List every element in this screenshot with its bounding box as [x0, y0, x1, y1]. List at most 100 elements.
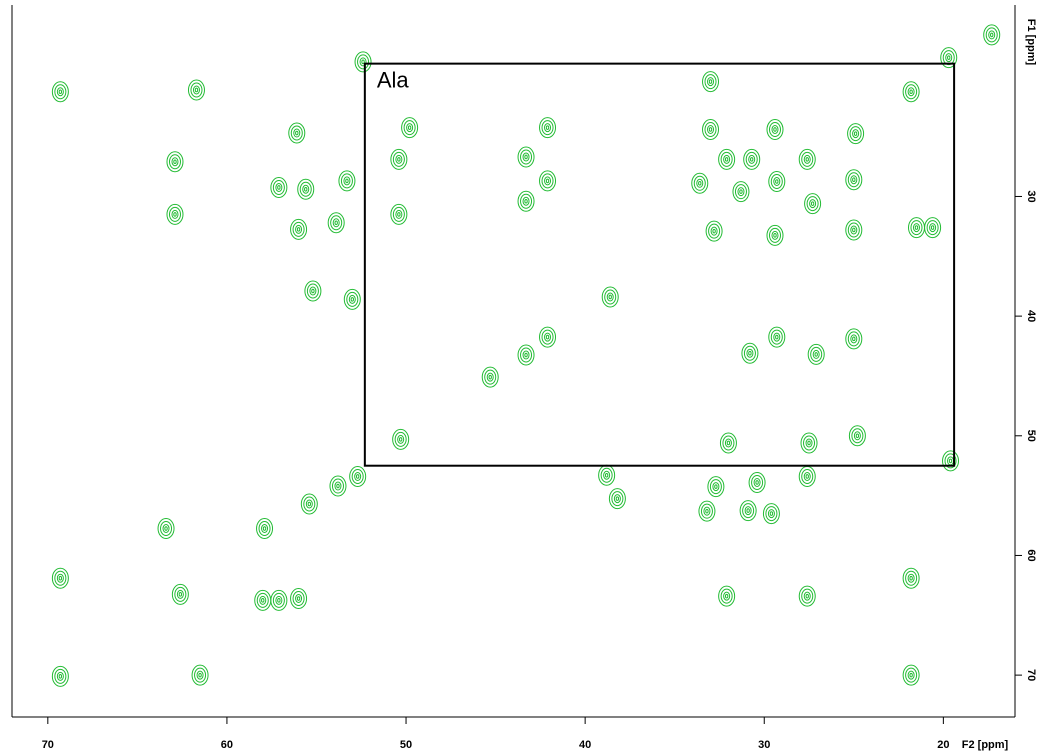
peak-contour — [600, 467, 613, 483]
peak-contour — [905, 570, 918, 586]
peak-contour — [290, 588, 308, 610]
peak-contour — [300, 493, 318, 515]
y-tick-label: 60 — [1025, 549, 1037, 561]
peak — [766, 118, 784, 140]
peak-contour — [54, 668, 67, 684]
peak-contour — [748, 154, 756, 164]
peak-contour — [702, 71, 720, 93]
peak-contour — [178, 592, 183, 597]
peak-contour — [58, 575, 63, 581]
annotation-box — [363, 62, 956, 467]
peak-contour — [304, 280, 322, 302]
peak — [187, 79, 205, 101]
peak-contour — [814, 352, 818, 357]
peak-contour — [307, 501, 312, 507]
peak-contour — [392, 206, 405, 222]
peak-contour — [724, 593, 729, 599]
peak-contour — [803, 154, 811, 164]
peak-contour — [739, 500, 757, 522]
peak-contour — [258, 521, 271, 537]
x-tick-label: 70 — [42, 739, 54, 751]
peak-contour — [801, 151, 814, 167]
peak-contour — [805, 474, 809, 479]
peak — [762, 503, 780, 525]
peak — [270, 176, 288, 198]
peak-contour — [851, 428, 864, 444]
peak-contour — [311, 288, 315, 294]
y-tick-label: 30 — [1025, 190, 1037, 202]
peak — [392, 428, 410, 450]
peak — [902, 567, 920, 589]
peak-contour — [766, 118, 784, 140]
peak-contour — [907, 670, 915, 680]
peak-contour — [768, 121, 781, 137]
peak-contour — [902, 81, 920, 103]
peak-contour — [805, 438, 813, 448]
peak — [707, 476, 725, 498]
peak — [741, 342, 759, 364]
peak — [848, 425, 866, 447]
peak — [539, 117, 557, 139]
peak-contour — [850, 175, 858, 185]
peak-contour — [720, 588, 733, 604]
peak-contour — [773, 127, 777, 132]
peak-contour — [261, 598, 265, 603]
peak-contour — [926, 220, 939, 236]
peak — [390, 148, 408, 170]
peak-contour — [848, 425, 866, 447]
peak-contour — [724, 157, 729, 162]
peak-contour — [174, 586, 187, 602]
peak-contour — [705, 220, 723, 242]
peak-contour — [309, 286, 317, 296]
peak-contour — [745, 151, 758, 167]
peak-contour — [192, 85, 200, 95]
peak-contour — [51, 665, 69, 687]
peak-contour — [348, 294, 356, 304]
peak-contour — [847, 172, 860, 188]
peak-contour — [746, 348, 754, 358]
peak-contour — [800, 432, 818, 454]
peak-contour — [606, 292, 614, 302]
peak-contour — [942, 450, 960, 472]
peak-contour — [611, 491, 624, 507]
peak — [698, 500, 716, 522]
peak-contour — [707, 124, 715, 134]
peak-contour — [615, 496, 620, 501]
peak-contour — [940, 47, 958, 69]
peak-contour — [171, 157, 179, 167]
peak-contour — [488, 374, 492, 380]
peak-contour — [746, 508, 750, 513]
peak-contour — [520, 347, 533, 363]
peak-contour — [361, 59, 365, 65]
peak-contour — [700, 503, 713, 519]
peak-contour — [809, 199, 817, 209]
peak-contour — [807, 343, 825, 365]
peak-contour — [272, 179, 285, 195]
peak-contour — [768, 227, 781, 243]
peak-contour — [299, 181, 312, 197]
peak-contour — [702, 118, 720, 140]
peak-contour — [171, 209, 179, 219]
peak-contour — [259, 595, 267, 605]
peak — [942, 450, 960, 472]
peak-contour — [770, 174, 783, 190]
peak-contour — [390, 148, 408, 170]
peak-contour — [56, 671, 64, 681]
peak-contour — [539, 117, 557, 139]
peak-contour — [397, 157, 401, 162]
peak — [166, 151, 184, 173]
peak-contour — [162, 524, 170, 534]
peak-contour — [56, 573, 64, 583]
peak-contour — [724, 438, 732, 448]
peak — [732, 181, 750, 203]
peak-contour — [357, 54, 370, 70]
peak-contour — [277, 598, 281, 603]
peak-contour — [909, 672, 913, 678]
peak-contour — [522, 350, 530, 360]
peak-contour — [520, 193, 533, 209]
peak — [940, 47, 958, 69]
peak-contour — [765, 506, 778, 522]
peak — [798, 465, 816, 487]
peak-contour — [710, 226, 718, 236]
peak-contour — [331, 478, 344, 494]
